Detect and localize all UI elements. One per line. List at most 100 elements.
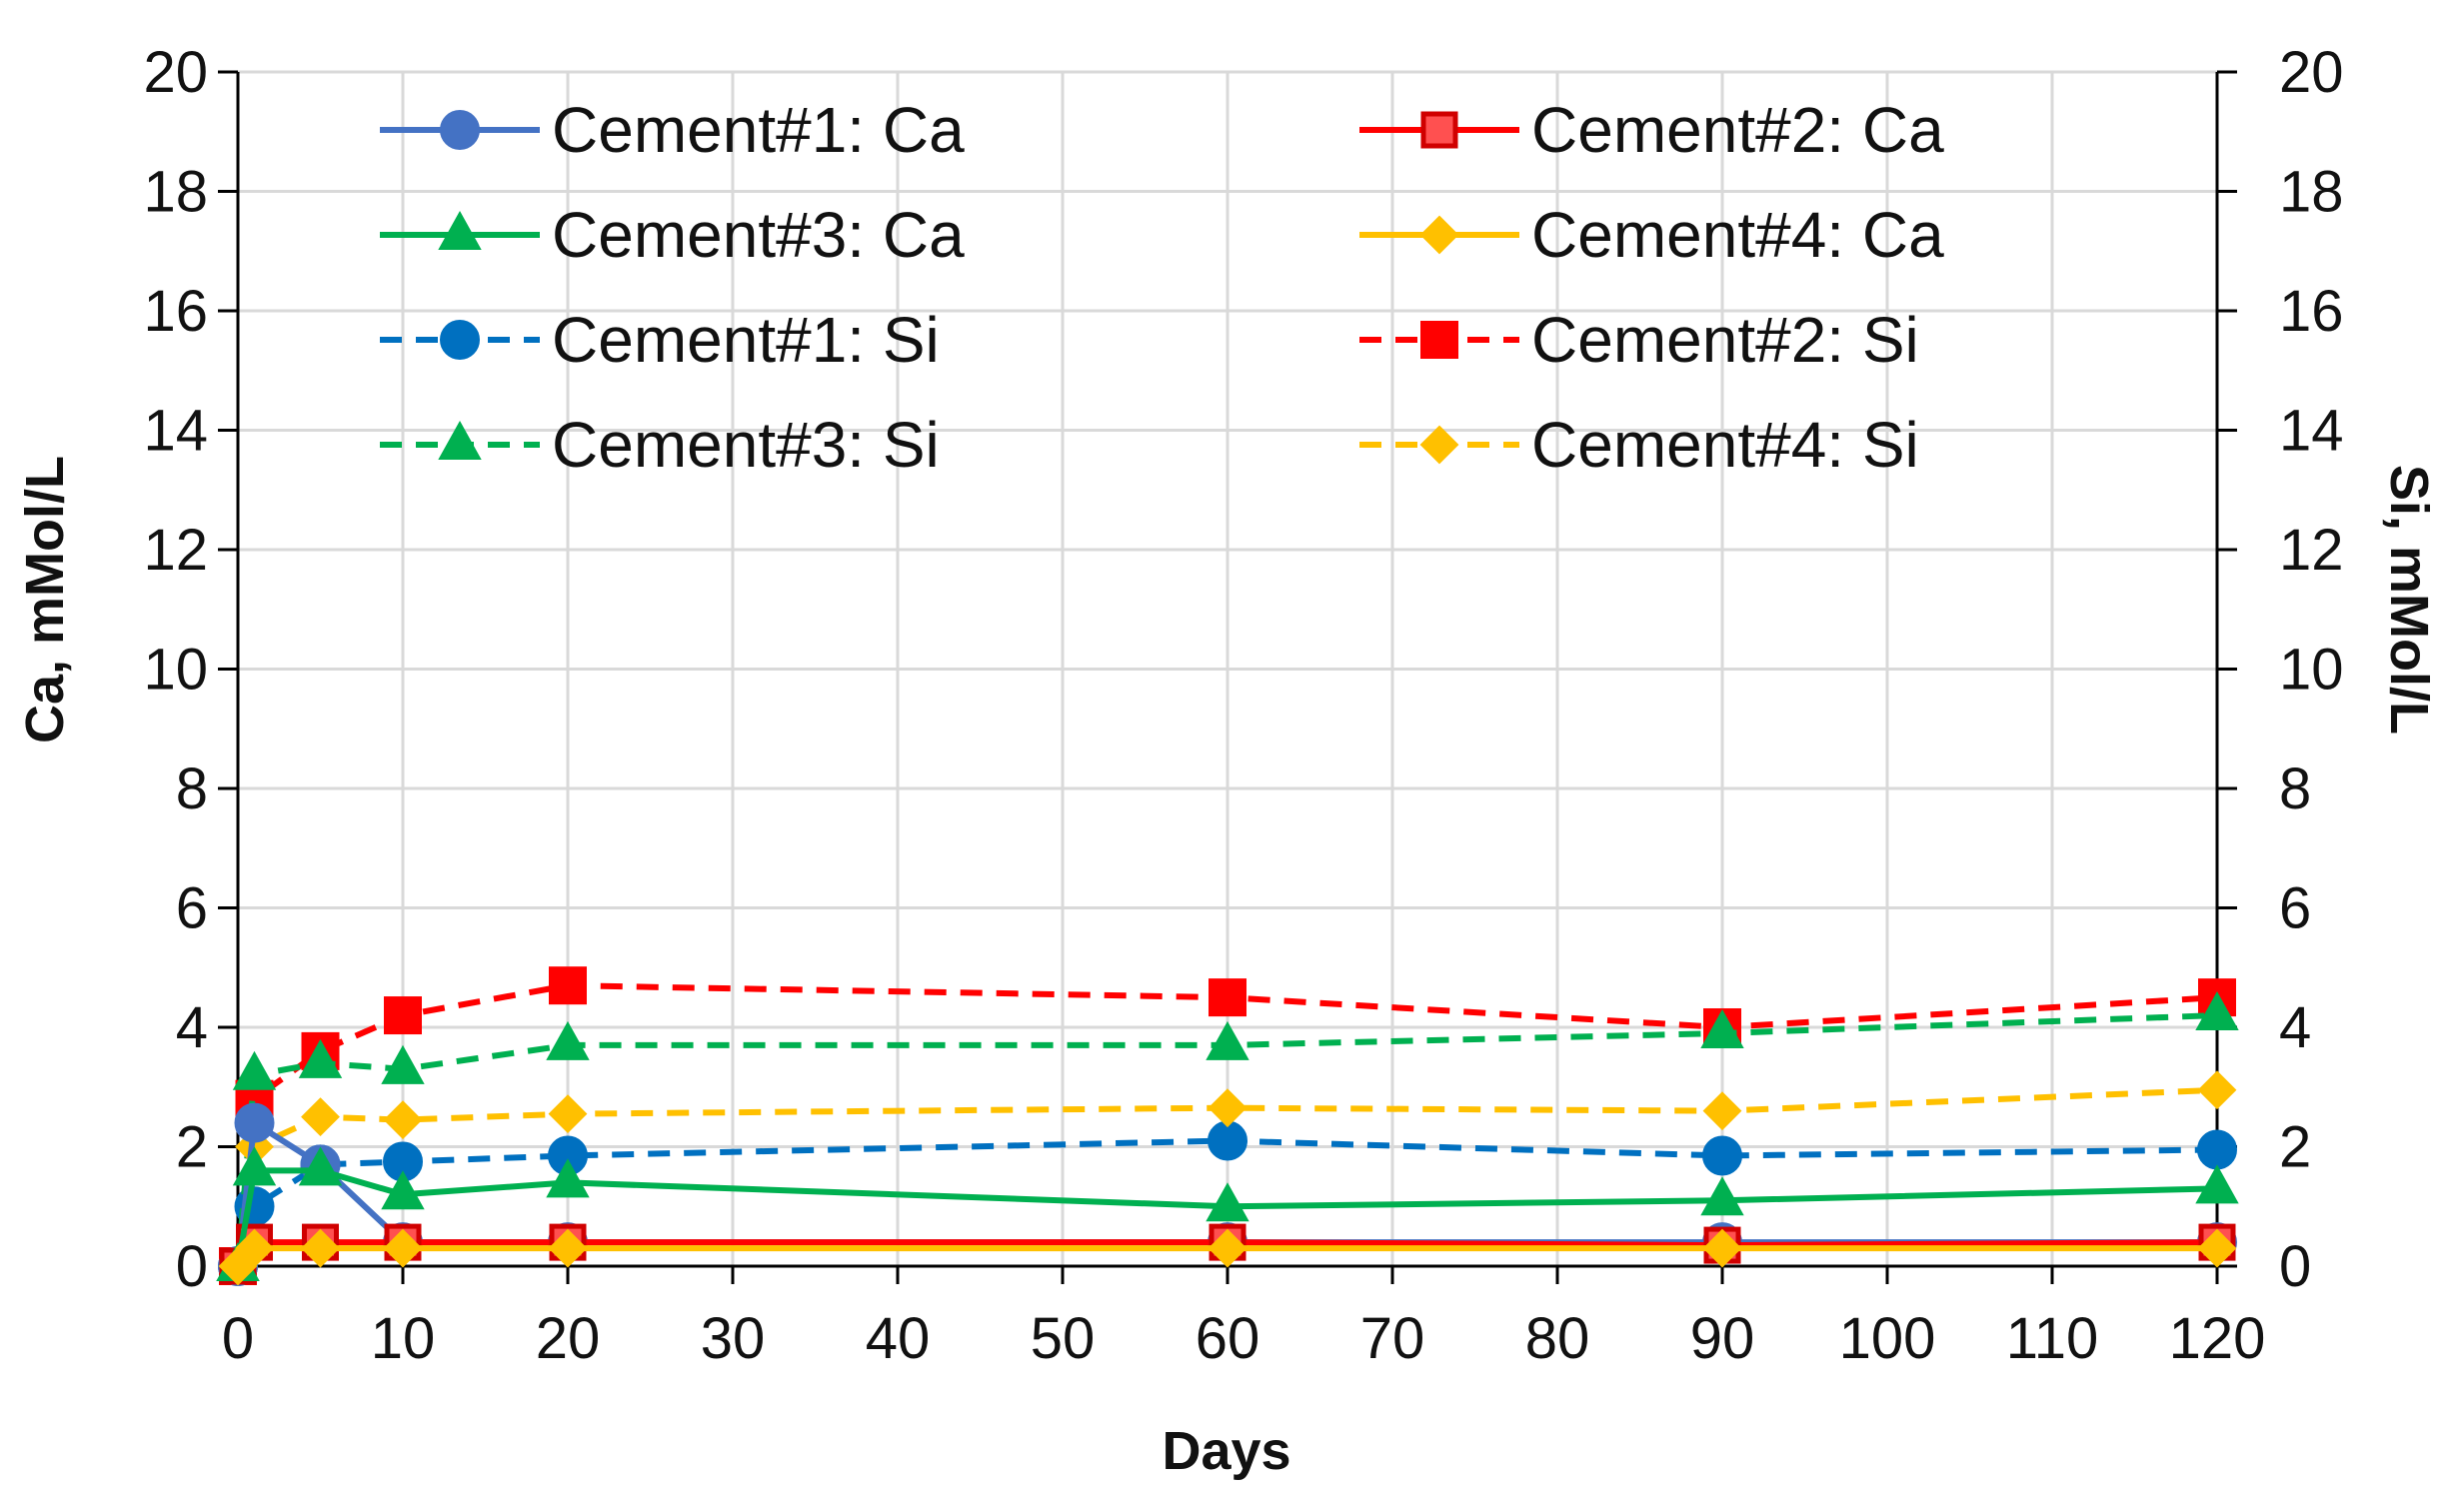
y-tick-label: 4 bbox=[176, 995, 208, 1060]
legend-entry-cement-2-ca: Cement#2: Ca bbox=[1359, 94, 1944, 166]
y-tick-label: 10 bbox=[143, 638, 208, 703]
legend-entry-cement-1-si: Cement#1: Si bbox=[380, 304, 940, 376]
series-line-cement-4-si bbox=[235, 1086, 2218, 1267]
data-point bbox=[1206, 1182, 1249, 1222]
legend: Cement#1: Ca Cement#2: Ca Cement#3: Ca Ceme… bbox=[380, 94, 1944, 481]
data-point bbox=[232, 1050, 277, 1090]
legend-marker bbox=[1420, 321, 1458, 359]
y-tick-label: 6 bbox=[176, 876, 208, 941]
y2-axis-title: Si, mMol/L bbox=[2379, 465, 2439, 735]
legend-marker bbox=[440, 320, 480, 360]
y2-tick-label: 16 bbox=[2279, 279, 2344, 344]
legend-label: Cement#4: Si bbox=[1531, 409, 1919, 481]
legend-label: Cement#4: Ca bbox=[1531, 199, 1944, 271]
y2-tick-label: 18 bbox=[2279, 160, 2344, 225]
y2-tick-label: 14 bbox=[2279, 399, 2344, 464]
data-point bbox=[1702, 1091, 1742, 1131]
data-point bbox=[1208, 1228, 1247, 1268]
data-point bbox=[381, 1170, 425, 1210]
legend-entry-cement-2-si: Cement#2: Si bbox=[1359, 304, 1919, 376]
x-axis-title: Days bbox=[1162, 1421, 1290, 1481]
series-cement-3-ca bbox=[216, 1146, 2239, 1281]
data-point bbox=[1208, 1120, 1247, 1161]
y2-tick-label: 6 bbox=[2279, 876, 2311, 941]
data-point bbox=[232, 1146, 277, 1186]
data-point bbox=[546, 1020, 590, 1060]
data-point bbox=[2195, 990, 2239, 1031]
gridlines bbox=[238, 70, 2217, 1266]
legend-entry-cement-4-si: Cement#4: Si bbox=[1359, 409, 1919, 481]
data-point bbox=[1700, 1008, 1744, 1048]
y-tick-label: 0 bbox=[176, 1234, 208, 1299]
legend-entry-cement-3-ca: Cement#3: Ca bbox=[380, 199, 965, 271]
legend-marker bbox=[438, 420, 482, 460]
data-point bbox=[2197, 1070, 2237, 1110]
legend-label: Cement#2: Si bbox=[1531, 304, 1919, 376]
x-tick-label: 120 bbox=[2169, 1306, 2266, 1371]
y2-tick-label: 10 bbox=[2279, 638, 2344, 703]
data-point bbox=[381, 1044, 425, 1084]
data-point bbox=[1702, 1135, 1742, 1176]
y2-tick-label: 8 bbox=[2279, 756, 2311, 821]
data-point bbox=[1700, 1176, 1744, 1216]
data-point bbox=[301, 1228, 340, 1268]
data-point bbox=[1208, 1088, 1247, 1128]
data-point bbox=[298, 1146, 343, 1186]
legend-marker bbox=[438, 210, 482, 250]
x-tick-label: 100 bbox=[1839, 1306, 1936, 1371]
data-point bbox=[1702, 1228, 1742, 1268]
x-tick-label: 30 bbox=[701, 1306, 766, 1371]
series-cement-4-ca bbox=[218, 1228, 2237, 1286]
data-series bbox=[216, 966, 2239, 1286]
y-tick-label: 8 bbox=[176, 756, 208, 821]
x-tick-label: 70 bbox=[1360, 1306, 1425, 1371]
legend-label: Cement#3: Ca bbox=[552, 199, 965, 271]
x-tick-label: 50 bbox=[1031, 1306, 1096, 1371]
axes: 0 2 4 6 8 10 12 14 16 18 20 0 2 4 6 8 10 12 14 16 18 20 0 10 20 3… bbox=[143, 40, 2343, 1371]
data-point bbox=[384, 996, 422, 1035]
x-tick-label: 110 bbox=[2006, 1306, 2098, 1371]
data-point bbox=[235, 1228, 274, 1268]
legend-entry-cement-1-ca: Cement#1: Ca bbox=[380, 94, 965, 166]
data-point bbox=[234, 1102, 275, 1143]
data-point bbox=[2197, 1129, 2237, 1170]
legend-label: Cement#3: Si bbox=[552, 409, 940, 481]
y2-tick-label: 2 bbox=[2279, 1115, 2311, 1180]
y-tick-label: 16 bbox=[143, 279, 208, 344]
y-tick-label: 2 bbox=[176, 1115, 208, 1180]
y-tick-label: 20 bbox=[143, 40, 208, 105]
legend-label: Cement#1: Ca bbox=[552, 94, 965, 166]
data-point bbox=[383, 1100, 423, 1140]
y-tick-label: 18 bbox=[143, 160, 208, 225]
data-point bbox=[1209, 978, 1246, 1017]
legend-marker bbox=[1420, 111, 1458, 149]
y2-tick-label: 4 bbox=[2279, 995, 2311, 1060]
x-tick-label: 10 bbox=[371, 1306, 436, 1371]
x-tick-label: 0 bbox=[222, 1306, 254, 1371]
y-tick-label: 14 bbox=[143, 399, 208, 464]
y2-tick-label: 20 bbox=[2279, 40, 2344, 105]
y2-tick-label: 0 bbox=[2279, 1234, 2311, 1299]
data-point bbox=[301, 1097, 340, 1137]
series-cement-4-si bbox=[218, 1070, 2237, 1286]
legend-label: Cement#1: Si bbox=[552, 304, 940, 376]
legend-label: Cement#2: Ca bbox=[1531, 94, 1944, 166]
x-tick-label: 80 bbox=[1525, 1306, 1590, 1371]
y-axis-title: Ca, mMol/L bbox=[15, 456, 75, 744]
data-point bbox=[1206, 1020, 1249, 1060]
data-point bbox=[2197, 1228, 2237, 1268]
x-tick-label: 20 bbox=[536, 1306, 601, 1371]
y-tick-label: 12 bbox=[143, 518, 208, 583]
data-point bbox=[548, 1094, 588, 1134]
y2-tick-label: 12 bbox=[2279, 518, 2344, 583]
legend-entry-cement-3-si: Cement#3: Si bbox=[380, 409, 940, 481]
legend-marker bbox=[1419, 215, 1459, 255]
data-point bbox=[548, 1228, 588, 1268]
data-point bbox=[383, 1228, 423, 1268]
data-point bbox=[549, 966, 587, 1005]
x-tick-label: 90 bbox=[1690, 1306, 1755, 1371]
x-tick-label: 60 bbox=[1196, 1306, 1260, 1371]
legend-entry-cement-4-ca: Cement#4: Ca bbox=[1359, 199, 1944, 271]
